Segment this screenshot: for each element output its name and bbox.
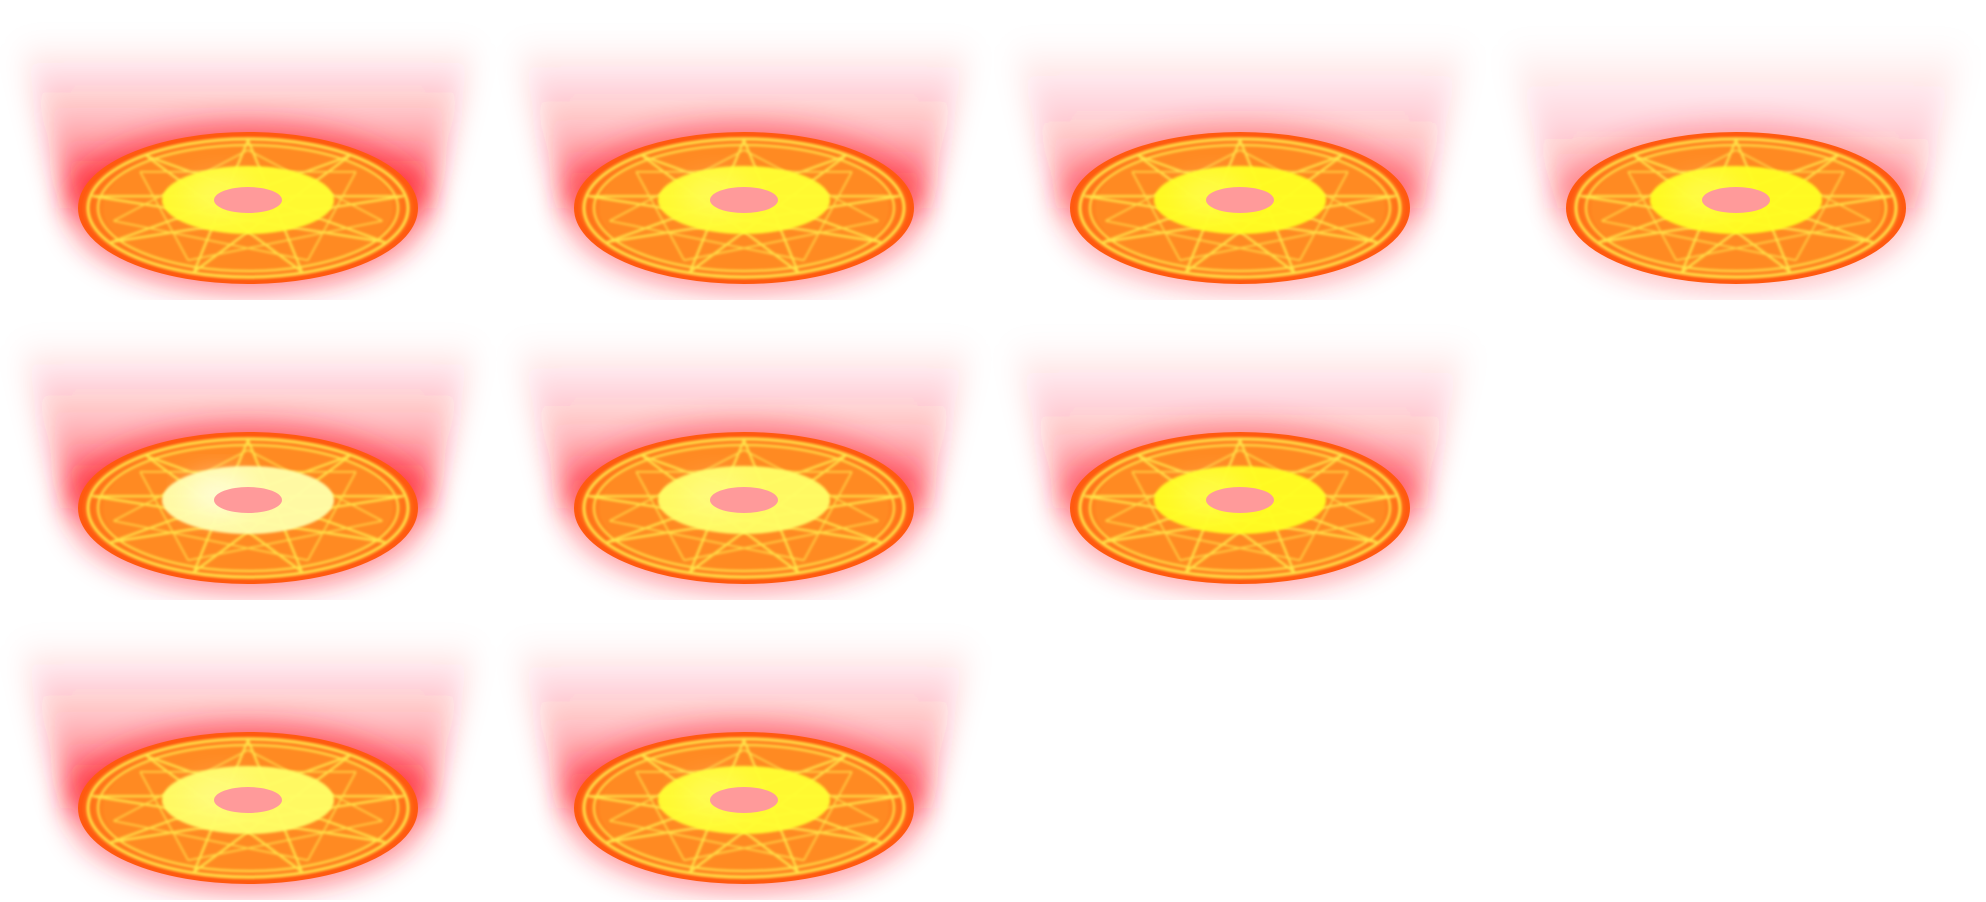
magic-circle-frame bbox=[992, 300, 1488, 600]
magic-circle-frame bbox=[496, 300, 992, 600]
center-hole bbox=[1206, 187, 1274, 213]
magic-circle-frame bbox=[1488, 0, 1984, 300]
magic-circle-frame bbox=[0, 600, 496, 900]
center-hole bbox=[710, 187, 778, 213]
magic-circle-icon bbox=[1506, 40, 1966, 292]
magic-circle-frame bbox=[0, 0, 496, 300]
magic-circle-icon bbox=[514, 40, 974, 292]
center-hole bbox=[1702, 187, 1770, 213]
magic-circle-icon bbox=[18, 40, 478, 292]
magic-circle-icon bbox=[514, 640, 974, 892]
center-hole bbox=[710, 487, 778, 513]
center-hole bbox=[1206, 487, 1274, 513]
center-hole bbox=[214, 187, 282, 213]
magic-circle-frame bbox=[992, 0, 1488, 300]
magic-circle-icon bbox=[1010, 40, 1470, 292]
magic-circle-icon bbox=[1010, 340, 1470, 592]
magic-circle-icon bbox=[18, 640, 478, 892]
magic-circle-icon bbox=[18, 340, 478, 592]
center-hole bbox=[214, 787, 282, 813]
magic-circle-icon bbox=[514, 340, 974, 592]
magic-circle-frame bbox=[496, 0, 992, 300]
center-hole bbox=[214, 487, 282, 513]
center-hole bbox=[710, 787, 778, 813]
magic-circle-frame bbox=[496, 600, 992, 900]
magic-circle-frame bbox=[0, 300, 496, 600]
